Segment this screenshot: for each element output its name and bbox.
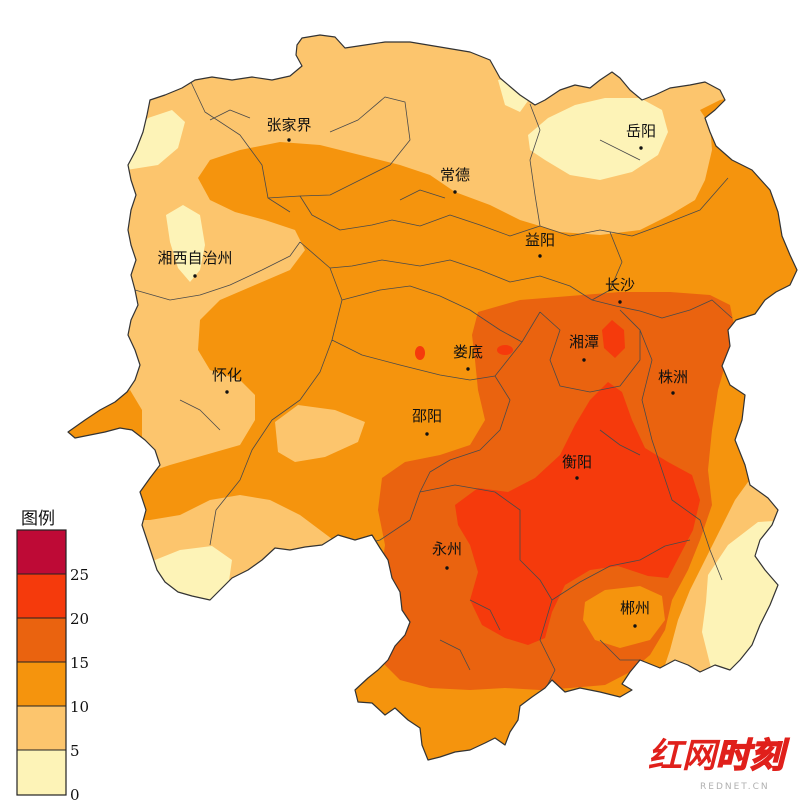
city-label: 益阳 bbox=[525, 231, 555, 249]
city-xiangtan: 湘潭 bbox=[569, 333, 599, 362]
zone-pale-yellow-north bbox=[498, 78, 530, 112]
city-markers: 张家界 常德 岳阳 湘西自治州 益阳 长沙 湘潭 娄底 bbox=[157, 116, 688, 628]
legend-band-crimson bbox=[17, 530, 66, 574]
city-label: 常德 bbox=[440, 166, 470, 184]
legend-break-label: 25 bbox=[70, 566, 89, 584]
legend-band-pale-yellow bbox=[17, 750, 66, 795]
city-label: 衡阳 bbox=[562, 453, 592, 471]
legend-separators bbox=[17, 573, 66, 751]
zone-pale-yellow-northwest bbox=[126, 110, 185, 170]
zone-red-main bbox=[455, 382, 700, 645]
watermark-logo: 红网时刻 REDNET.CN bbox=[648, 735, 791, 792]
city-dot bbox=[466, 367, 470, 371]
city-dot bbox=[445, 566, 449, 570]
city-dot bbox=[225, 390, 229, 394]
city-dot bbox=[582, 358, 586, 362]
legend-break-label: 15 bbox=[70, 654, 89, 672]
logo-text: 红网时刻 bbox=[648, 736, 790, 776]
city-yiyang: 益阳 bbox=[525, 231, 555, 258]
city-yongzhou: 永州 bbox=[432, 540, 462, 570]
legend-band-red bbox=[17, 574, 66, 618]
city-dot bbox=[671, 391, 675, 395]
city-label: 邵阳 bbox=[412, 407, 442, 425]
legend-frame bbox=[16, 529, 67, 796]
legend-band-light-orange bbox=[17, 706, 66, 750]
city-zhangjiajie: 张家界 bbox=[266, 116, 312, 142]
city-dot bbox=[538, 254, 542, 258]
city-label: 岳阳 bbox=[626, 122, 656, 140]
city-label: 永州 bbox=[432, 540, 462, 558]
city-dot bbox=[618, 300, 622, 304]
province-outline bbox=[67, 34, 798, 761]
city-loudi: 娄底 bbox=[453, 343, 483, 371]
zone-orange-chenzhou bbox=[583, 586, 665, 648]
zone-orange-west-tail bbox=[68, 390, 142, 448]
city-dot bbox=[453, 190, 457, 194]
legend: 图例 25 20 15 10 5 0 bbox=[16, 509, 89, 804]
city-shaoyang: 邵阳 bbox=[412, 407, 442, 436]
city-huaihua: 怀化 bbox=[212, 366, 242, 394]
city-dot bbox=[425, 432, 429, 436]
city-label: 娄底 bbox=[453, 343, 483, 361]
zone-red-loudi-east bbox=[497, 345, 513, 355]
zone-pale-yellow-west bbox=[166, 205, 205, 282]
city-label: 长沙 bbox=[605, 276, 635, 294]
zone-red-xiangtan bbox=[602, 320, 625, 358]
city-chenzhou: 郴州 bbox=[620, 599, 650, 628]
city-changde: 常德 bbox=[440, 166, 470, 194]
prefecture-boundaries bbox=[134, 79, 733, 691]
city-label: 怀化 bbox=[212, 366, 242, 384]
zone-red-loudi-west bbox=[415, 346, 425, 360]
city-dot bbox=[193, 274, 197, 278]
city-label: 湘西自治州 bbox=[157, 249, 232, 267]
city-label: 郴州 bbox=[620, 599, 650, 617]
city-dot bbox=[639, 146, 643, 150]
zone-pale-yellow-yueyang bbox=[528, 98, 668, 180]
legend-break-label: 10 bbox=[70, 698, 89, 716]
city-label: 张家界 bbox=[266, 116, 311, 134]
city-dot bbox=[287, 138, 291, 142]
legend-band-orange bbox=[17, 662, 66, 706]
logo-part-red: 红网 bbox=[648, 736, 721, 776]
city-changsha: 长沙 bbox=[605, 276, 635, 304]
city-label: 湘潭 bbox=[569, 333, 599, 351]
city-xiangxi: 湘西自治州 bbox=[157, 249, 233, 278]
zone-light-orange-patch bbox=[275, 405, 365, 462]
legend-break-label: 5 bbox=[70, 742, 80, 760]
city-dot bbox=[575, 476, 579, 480]
logo-part-outlined: 时刻 bbox=[716, 736, 790, 776]
legend-break-label: 0 bbox=[70, 786, 80, 804]
city-yueyang: 岳阳 bbox=[626, 122, 656, 150]
city-label: 株洲 bbox=[658, 368, 688, 386]
city-hengyang: 衡阳 bbox=[562, 453, 592, 480]
legend-break-label: 20 bbox=[70, 610, 89, 628]
legend-band-dark-orange bbox=[17, 618, 66, 662]
logo-subtext: REDNET.CN bbox=[700, 782, 770, 792]
city-zhuzhou: 株洲 bbox=[658, 368, 688, 395]
legend-title: 图例 bbox=[21, 509, 55, 529]
city-dot bbox=[633, 624, 637, 628]
